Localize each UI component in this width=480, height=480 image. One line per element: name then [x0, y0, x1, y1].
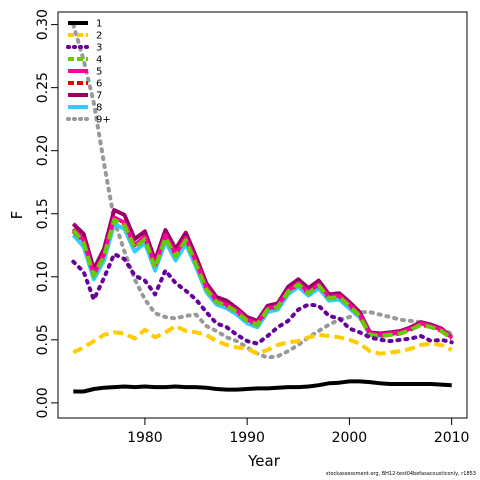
y-tick-label: 0.30 — [35, 9, 51, 40]
x-tick-label: 2000 — [332, 430, 368, 446]
series-line-2 — [72, 324, 453, 356]
legend-label: 7 — [96, 91, 102, 102]
legend-label: 9+ — [96, 115, 111, 126]
x-tick-label: 1990 — [229, 430, 265, 446]
legend-label: 6 — [96, 79, 102, 90]
series-line-1 — [73, 379, 452, 394]
x-axis: 1980 1990 2000 2010 — [127, 417, 470, 446]
legend-label: 4 — [96, 55, 102, 66]
source-footnote: stockassessment.org, BH12-test04befasaco… — [325, 471, 476, 477]
x-tick-label: 1980 — [127, 430, 163, 446]
y-axis: 0.00 0.05 0.10 0.15 0.20 0.25 0.30 — [35, 9, 59, 418]
y-tick-label: 0.15 — [35, 198, 51, 229]
x-tick-label: 2010 — [434, 430, 470, 446]
x-axis-title: Year — [247, 452, 281, 470]
y-tick-label: 0.20 — [35, 135, 51, 166]
legend-label: 3 — [96, 43, 102, 54]
legend-label: 1 — [96, 19, 102, 30]
y-tick-label: 0.00 — [35, 387, 51, 418]
legend-label: 8 — [96, 103, 102, 114]
series-line-4 — [71, 218, 453, 341]
y-tick-label: 0.10 — [35, 261, 51, 292]
legend-label: 2 — [96, 31, 102, 42]
legend-label: 5 — [96, 67, 102, 78]
series-line-3 — [71, 252, 454, 346]
y-tick-label: 0.05 — [35, 324, 51, 355]
series-line-9plus — [71, 22, 454, 360]
y-axis-title: F — [8, 211, 26, 220]
y-tick-label: 0.25 — [35, 72, 51, 103]
series-lines — [71, 22, 454, 394]
